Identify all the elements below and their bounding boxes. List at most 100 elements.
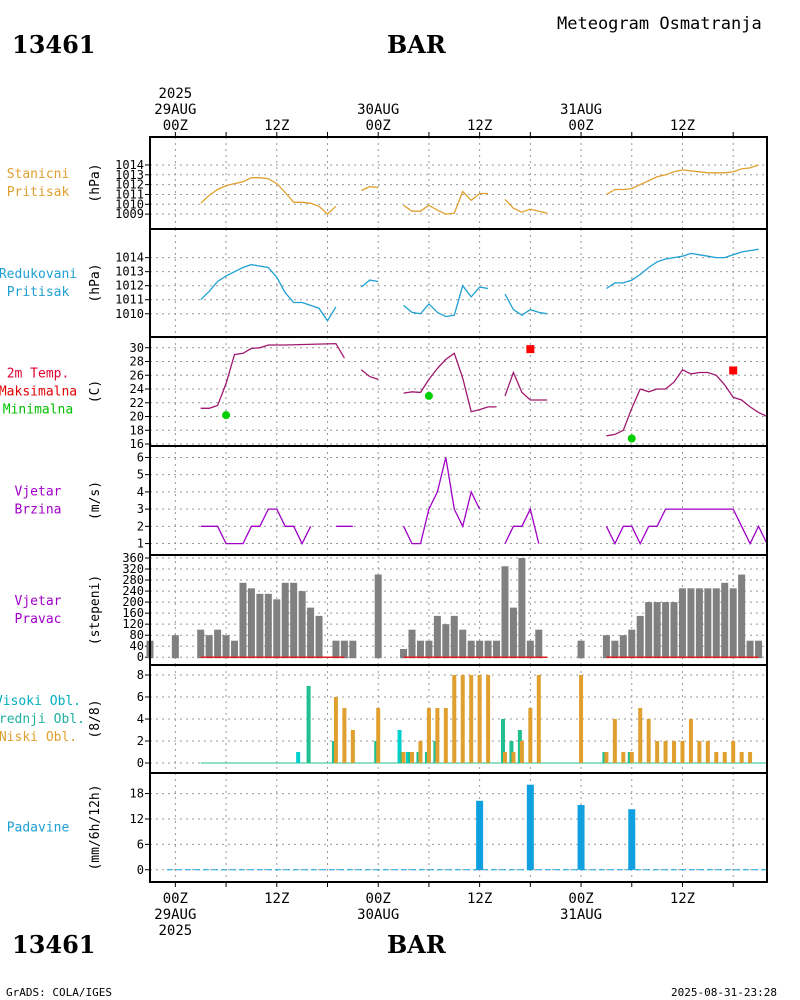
- panel-label: Redukovani: [0, 267, 77, 282]
- x-axis-bottom-label: 00Z: [163, 891, 188, 907]
- x-axis-bottom-label: 12Z: [467, 891, 492, 907]
- wind-direction-bar: [247, 588, 255, 659]
- low-cloud-bar: [519, 741, 524, 763]
- unit-label: (stepeni): [88, 575, 103, 645]
- y-tick-label: 1011: [115, 187, 144, 201]
- low-cloud-bar: [638, 708, 643, 763]
- wind-direction-bar: [408, 629, 416, 659]
- wind-direction-bar: [214, 629, 222, 659]
- high-cloud-bar: [397, 730, 402, 763]
- low-cloud-bar: [705, 741, 710, 763]
- unit-label: (hPa): [88, 263, 103, 302]
- y-tick-label: 1014: [115, 158, 144, 172]
- wind-direction-bar: [281, 582, 289, 659]
- wind-direction-bar: [256, 593, 264, 659]
- x-axis-top-label: 30AUG: [357, 102, 399, 118]
- series-line: [504, 198, 548, 214]
- low-cloud-bar: [612, 719, 617, 763]
- max-temp-marker: [729, 366, 738, 375]
- low-cloud-bar: [511, 752, 516, 763]
- wind-direction-bar: [374, 574, 382, 659]
- series-line: [200, 342, 345, 409]
- wind-direction-bar: [746, 640, 754, 659]
- wind-direction-bar: [611, 640, 619, 659]
- unit-label: (mm/6h/12h): [88, 784, 103, 870]
- wind-direction-bar: [298, 591, 306, 659]
- low-cloud-bar: [663, 741, 668, 763]
- series-line: [360, 279, 379, 288]
- wind-direction-bar: [459, 629, 467, 659]
- min-temp-marker: [627, 434, 636, 443]
- low-cloud-bar: [697, 741, 702, 763]
- x-axis-bottom-label: 30AUG: [357, 907, 399, 923]
- series-line: [403, 352, 497, 413]
- low-cloud-bar: [672, 741, 677, 763]
- y-tick-label: 22: [130, 396, 144, 410]
- y-tick-label: 280: [122, 573, 144, 587]
- low-cloud-bar: [579, 675, 584, 763]
- wind-direction-bar: [340, 640, 348, 659]
- x-axis-top-label: 31AUG: [560, 102, 602, 118]
- x-axis-bottom-label: 12Z: [670, 891, 695, 907]
- y-tick-label: 12: [130, 812, 144, 826]
- wind-direction-bar: [501, 566, 509, 659]
- wind-direction-bar: [425, 640, 433, 659]
- y-tick-label: 6: [137, 837, 144, 851]
- series-line: [200, 177, 337, 215]
- y-tick-label: 1012: [115, 279, 144, 293]
- series-line: [606, 164, 759, 196]
- panel-frame: [149, 228, 768, 338]
- low-cloud-bar: [722, 752, 727, 763]
- panel-label: Maksimalna: [0, 385, 77, 400]
- x-axis-top-label: 00Z: [568, 118, 593, 134]
- wind-direction-bar: [729, 588, 737, 659]
- low-cloud-bar: [435, 708, 440, 763]
- wind-direction-bar: [484, 640, 492, 659]
- panel-label: Vjetar: [15, 485, 62, 500]
- y-tick-label: 24: [130, 382, 144, 396]
- y-tick-label: 28: [130, 355, 144, 369]
- wind-direction-bar: [450, 615, 458, 659]
- wind-direction-bar: [518, 558, 526, 659]
- max-temp-marker: [526, 345, 535, 354]
- y-tick-label: 1013: [115, 265, 144, 279]
- series-line: [606, 368, 768, 437]
- low-cloud-bar: [486, 675, 491, 763]
- low-cloud-bar: [333, 697, 338, 763]
- low-cloud-bar: [655, 741, 660, 763]
- series-line: [605, 508, 768, 546]
- panel-frame: [149, 445, 768, 556]
- series-line: [504, 370, 548, 401]
- panel-label: Padavine: [7, 821, 70, 836]
- mid-cloud-bar: [500, 719, 505, 763]
- series-line: [403, 284, 489, 318]
- precip-bar: [476, 800, 484, 870]
- x-axis-bottom-label: 12Z: [264, 891, 289, 907]
- y-tick-label: 1014: [115, 251, 144, 265]
- y-tick-label: 18: [130, 787, 144, 801]
- low-cloud-bar: [452, 675, 457, 763]
- y-tick-label: 0: [137, 650, 144, 664]
- low-cloud-bar: [401, 752, 406, 763]
- panel-label: Niski Obl.: [0, 730, 77, 745]
- y-tick-label: 1: [137, 537, 144, 551]
- panel-label: Visoki Obl.: [0, 694, 81, 709]
- y-tick-label: 1011: [115, 293, 144, 307]
- series-line: [504, 507, 540, 544]
- panel-label: 2m Temp.: [7, 367, 70, 382]
- y-tick-label: 1009: [115, 207, 144, 221]
- panel-frame: [149, 136, 768, 230]
- wind-direction-bar: [264, 593, 272, 659]
- low-cloud-bar: [477, 675, 482, 763]
- low-cloud-bar: [342, 708, 347, 763]
- y-tick-label: 1010: [115, 307, 144, 321]
- low-cloud-bar: [350, 730, 355, 763]
- meteogram-title: Meteogram Osmatranja: [557, 14, 762, 34]
- x-axis-top-label: 12Z: [467, 118, 492, 134]
- footer-station-name: BAR: [387, 930, 446, 959]
- x-axis-top-label: 29AUG: [154, 102, 196, 118]
- y-tick-label: 5: [137, 468, 144, 482]
- low-cloud-bar: [621, 752, 626, 763]
- y-tick-label: 0: [137, 756, 144, 770]
- y-tick-label: 40: [130, 639, 144, 653]
